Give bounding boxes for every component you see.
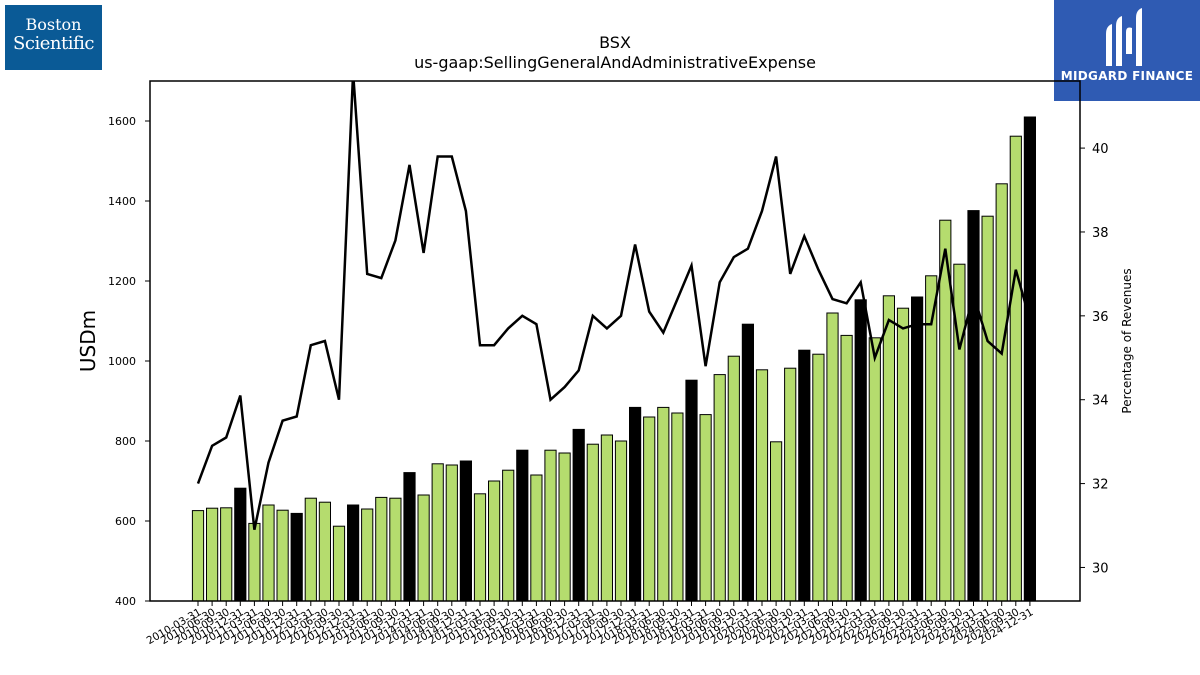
y2-tick-label: 34 [1092,394,1109,409]
bar-2018-12-31 [685,379,698,602]
y2-tick-label: 36 [1092,310,1109,325]
bar-2021-09-30 [840,334,853,602]
bar-2013-03-31 [361,508,374,602]
bar-2011-03-31 [248,522,261,602]
chart-subtitle: us-gaap:SellingGeneralAndAdministrativeE… [414,53,816,72]
bar-2020-06-30 [770,441,783,602]
bar-2013-06-30 [375,496,388,602]
logo-line-1: Boston [25,15,82,34]
bar-2018-03-31 [643,416,656,602]
bar-2011-12-31 [290,512,303,602]
y-tick-label: 1600 [108,115,136,128]
bar-2016-06-30 [544,449,557,602]
y-tick-label: 1400 [108,195,136,208]
y2-tick-label: 40 [1092,142,1109,157]
bar-2024-03-31 [981,215,994,602]
bar-2012-12-31 [347,504,360,602]
bar-2018-06-30 [657,406,670,602]
midgard-finance-logo: MIDGARD FINANCE [1054,0,1200,101]
bar-2019-12-31 [741,323,754,602]
y-tick-label: 800 [115,435,136,448]
bar-2016-12-31 [572,428,585,602]
bar-2017-06-30 [600,434,613,602]
bar-2014-06-30 [431,463,444,602]
midgard-mark-icon [1106,8,1142,66]
y2-tick-label: 38 [1092,226,1109,241]
bar-2023-12-31 [967,210,980,602]
logo-text: MIDGARD FINANCE [1060,69,1194,83]
bar-2014-03-31 [417,494,430,602]
bar-2010-09-30 [220,507,233,602]
bar-2014-09-30 [445,464,458,602]
y2-tick-label: 30 [1092,561,1109,576]
chart-title: BSX [599,33,631,52]
bar-2017-03-31 [586,443,599,602]
logo-line-2: Scientific [13,33,94,54]
bar-2018-09-30 [671,412,684,602]
bar-2022-09-30 [896,307,910,602]
bar-2021-03-31 [812,353,825,602]
y-tick-label: 1000 [108,355,136,368]
bar-2013-12-31 [403,472,416,602]
bar-2019-09-30 [727,355,740,602]
bar-2021-06-30 [826,312,839,602]
bar-2013-09-30 [389,497,402,602]
y2-tick-label: 32 [1092,478,1109,493]
bar-2012-09-30 [332,525,346,602]
bar-2011-06-30 [262,504,275,602]
bar-2011-09-30 [276,509,289,602]
y-tick-label: 600 [115,515,136,528]
bar-2017-09-30 [614,440,628,602]
bar-2015-12-31 [516,449,529,602]
y-axis-label: USDm [76,310,100,372]
bar-2016-09-30 [558,452,571,602]
bar-2019-03-31 [699,414,712,602]
bar-2012-03-31 [304,497,317,602]
y-tick-label: 1200 [108,275,136,288]
bar-2015-06-30 [488,480,501,602]
bar-2019-06-30 [713,374,726,602]
plot-frame [149,80,1081,602]
y-tick-label: 400 [115,595,136,608]
bar-2020-03-31 [755,369,769,602]
bar-2022-12-31 [911,296,924,602]
bar-2022-06-30 [882,295,895,602]
bar-2017-12-31 [629,406,642,602]
bar-2010-06-30 [206,507,219,602]
bar-2024-09-30 [1009,135,1022,602]
bar-2022-03-31 [868,337,881,602]
bar-2015-03-31 [473,493,487,602]
bar-2024-06-30 [995,183,1008,602]
bar-2015-09-30 [502,469,515,602]
bar-2020-09-30 [784,367,797,602]
bar-2024-12-31 [1023,116,1037,602]
bar-2010-12-31 [234,487,247,602]
bar-2021-12-31 [854,299,867,602]
bar-2020-12-31 [798,349,811,602]
percentage-line [196,81,1032,530]
y2-axis-label: Percentage of Revenues [1120,268,1134,413]
bar-2016-03-31 [530,474,543,602]
bar-2010-03-31 [191,510,205,602]
bar-2014-12-31 [459,460,472,602]
boston-scientific-logo: Boston Scientific [5,5,102,70]
bar-2012-06-30 [318,501,331,602]
